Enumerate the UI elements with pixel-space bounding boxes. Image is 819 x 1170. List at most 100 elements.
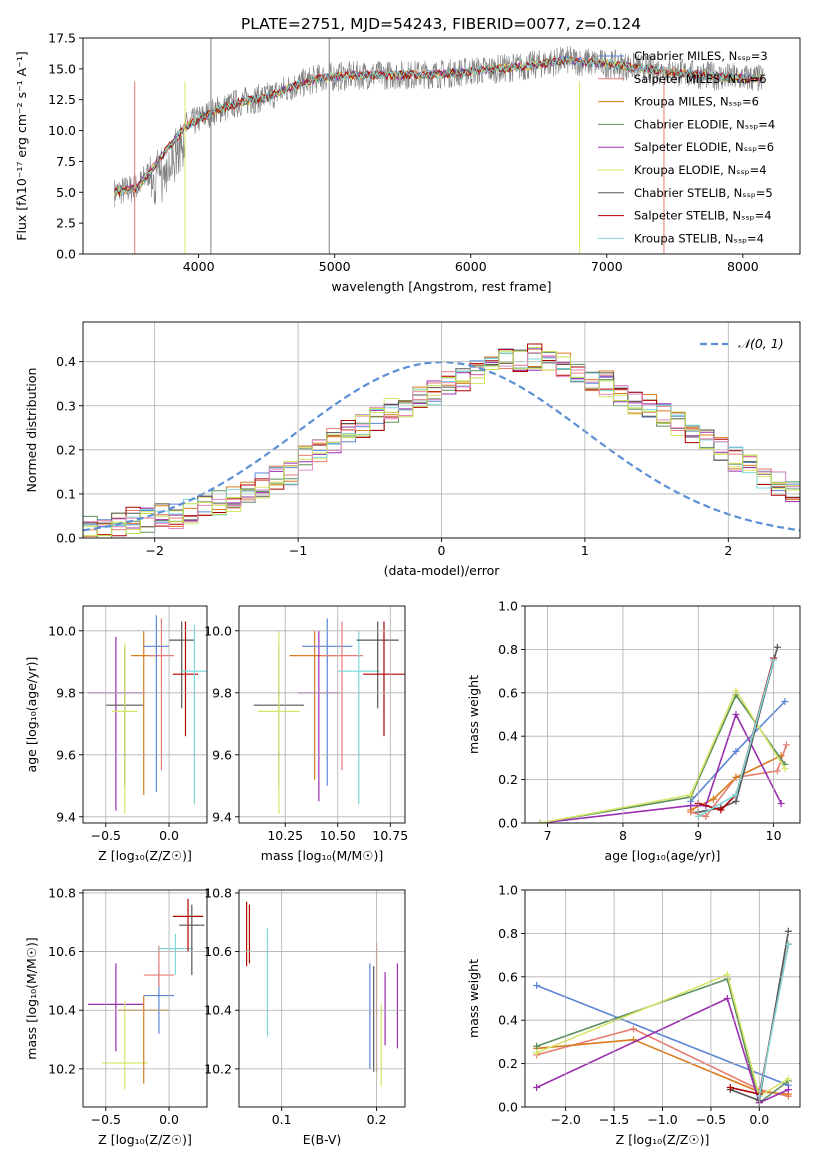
y-tick-label: 0.0	[56, 247, 76, 262]
mass-weight-marker	[687, 802, 695, 810]
legend-label: Chabrier MILES, Nₛₛₚ=3	[634, 49, 768, 63]
y-tick-label: 9.6	[212, 747, 232, 762]
y-tick-label: 10.6	[204, 944, 232, 959]
y-tick-label: 5.0	[56, 185, 76, 200]
x-axis-label: Z [log₁₀(Z/Z☉)]	[98, 1132, 192, 1147]
y-tick-label: 15.0	[48, 61, 76, 76]
axes-frame	[82, 889, 208, 1108]
chart-mass-vs-EBV: 0.1 0.2 10.2 10.4 10.6 10.8 E(B-V)	[204, 885, 406, 1147]
y-tick-label: 10.0	[204, 623, 232, 638]
histogram-step	[83, 350, 800, 537]
x-tick-label: −0.5	[696, 1112, 726, 1127]
y-tick-label: 12.5	[48, 92, 76, 107]
x-tick-label: 0	[438, 543, 446, 558]
legend-label: Salpeter MILES, Nₛₛₚ=6	[634, 72, 767, 86]
mass-weight-marker	[784, 1075, 792, 1083]
y-tick-label: 10.6	[48, 944, 76, 959]
x-tick-label: 9	[694, 828, 702, 843]
y-tick-label: 0.4	[498, 1013, 518, 1028]
x-tick-label: 8000	[727, 259, 759, 274]
y-axis-label: Normed distribution	[24, 368, 39, 493]
mass-weight-marker	[709, 795, 717, 803]
axes-frame	[82, 605, 208, 824]
mass-weight-line	[536, 1038, 789, 1095]
y-tick-label: 17.5	[48, 31, 76, 46]
legend-label: Salpeter ELODIE, Nₛₛₚ=6	[634, 140, 774, 154]
x-tick-label: 2	[724, 543, 732, 558]
y-axis-label: age [log₁₀(age/yr)]	[24, 657, 39, 773]
y-tick-label: 9.4	[56, 809, 76, 824]
chart-spectrum: 4000 5000 6000 7000 8000 0.0 2.5 5.0 7.5 10.0 12.5…	[14, 31, 801, 294]
axes-frame	[524, 605, 801, 824]
x-tick-label: 7	[544, 828, 552, 843]
mass-weight-marker	[781, 697, 789, 705]
x-tick-label: 0.2	[367, 1112, 387, 1127]
x-tick-label: −0.5	[91, 1112, 121, 1127]
x-tick-label: 1	[581, 543, 589, 558]
mass-weight-marker	[533, 981, 541, 989]
plot-area	[88, 615, 207, 814]
legend-label: Kroupa MILES, Nₛₛₚ=6	[634, 95, 759, 109]
x-tick-label: 10.50	[320, 828, 356, 843]
y-tick-label: 0.6	[498, 685, 518, 700]
x-tick-label: −2.0	[550, 1112, 580, 1127]
x-tick-label: 6000	[455, 259, 487, 274]
mass-weight-marker	[726, 1083, 734, 1091]
mass-weight-marker	[782, 741, 790, 749]
y-tick-label: 10.8	[48, 885, 76, 900]
chart-massweight-vs-Z: −2.0 −1.5 −1.0 −0.5 0.0 0.0 0.2 0.4 0.6 0.8 1.0 Z […	[466, 883, 801, 1147]
y-tick-label: 0.0	[56, 531, 76, 546]
y-axis-label: mass [log₁₀(M/M☉)]	[24, 937, 39, 1059]
x-axis-label: mass [log₁₀(M/M☉)]	[261, 848, 383, 863]
y-axis-label: Flux [fλ10⁻¹⁷ erg cm⁻² s⁻¹ A⁻¹]	[14, 51, 29, 240]
histogram-step	[83, 352, 800, 529]
x-tick-label: 8	[619, 828, 627, 843]
y-tick-label: 0.3	[56, 398, 76, 413]
y-axis-label: mass weight	[466, 675, 481, 754]
chart-residual-histogram: −2 −1 0 1 2 0.0 0.1 0.2 0.3 0.4 (data-model)/error…	[24, 321, 801, 578]
y-tick-label: 0.4	[498, 729, 518, 744]
plot-area	[113, 38, 764, 254]
figure-title: PLATE=2751, MJD=54243, FIBERID=0077, z=0…	[241, 15, 641, 33]
histogram-step	[83, 352, 800, 537]
x-tick-label: 0.0	[159, 828, 179, 843]
x-tick-label: −1.5	[599, 1112, 629, 1127]
x-axis-label: (data-model)/error	[384, 563, 501, 578]
x-axis-label: wavelength [Angstrom, rest frame]	[331, 279, 551, 294]
y-tick-label: 10.2	[204, 1061, 232, 1076]
plot-area	[83, 343, 800, 538]
mass-weight-marker	[777, 799, 785, 807]
y-tick-label: 9.8	[56, 685, 76, 700]
y-tick-label: 0.2	[498, 1056, 518, 1071]
x-tick-label: 4000	[183, 259, 215, 274]
y-tick-label: 0.8	[498, 642, 518, 657]
chart-age-vs-Z: −0.5 0.0 9.4 9.6 9.8 10.0 Z [log₁₀(Z/Z☉)] age […	[24, 605, 208, 863]
x-tick-label: 10.25	[267, 828, 303, 843]
mass-weight-marker	[784, 1086, 792, 1094]
y-tick-label: 10.0	[48, 123, 76, 138]
mass-weight-marker	[717, 806, 725, 814]
mass-weight-marker	[732, 797, 740, 805]
mass-weight-marker	[533, 1083, 541, 1091]
x-tick-label: −2	[145, 543, 163, 558]
legend-label: Kroupa ELODIE, Nₛₛₚ=4	[634, 163, 767, 177]
x-tick-label: 0.0	[159, 1112, 179, 1127]
legend-label: Kroupa STELIB, Nₛₛₚ=4	[634, 231, 764, 245]
x-tick-label: 10.75	[372, 828, 408, 843]
mass-weight-marker	[533, 1049, 541, 1057]
y-tick-label: 1.0	[498, 599, 518, 614]
y-tick-label: 0.4	[56, 354, 76, 369]
y-tick-label: 0.6	[498, 969, 518, 984]
plot-area	[536, 643, 790, 823]
y-tick-label: 0.2	[56, 442, 76, 457]
y-tick-label: 0.1	[56, 486, 76, 501]
y-tick-label: 0.8	[498, 926, 518, 941]
histogram-step	[83, 347, 800, 527]
histogram-step	[83, 351, 800, 538]
y-tick-label: 10.4	[48, 1003, 76, 1018]
mass-weight-marker	[723, 995, 731, 1002]
y-tick-label: 2.5	[56, 216, 76, 231]
mass-weight-marker	[533, 1042, 541, 1050]
x-tick-label: −1.0	[647, 1112, 677, 1127]
x-tick-label: −1	[289, 543, 307, 558]
